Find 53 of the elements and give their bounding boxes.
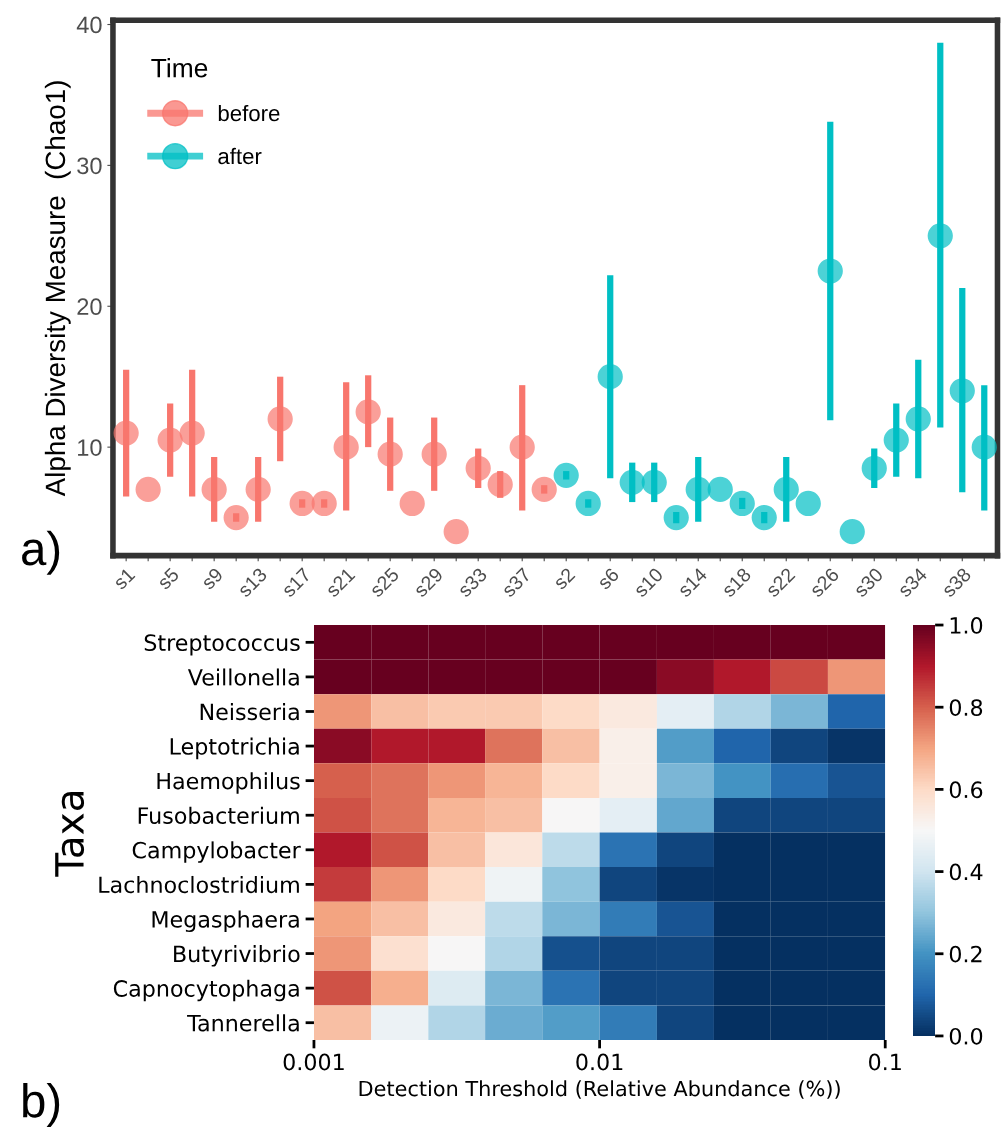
x-tick-label: s14 — [676, 566, 708, 598]
y-tick-label: Tannerella — [187, 1014, 299, 1032]
color-bar-label: 0.2 — [949, 945, 982, 963]
color-bar-label: 1.0 — [950, 616, 983, 634]
text: b) — [23, 1082, 60, 1127]
x-tick-label: 0.001 — [283, 1053, 344, 1071]
x-tick-label: s33 — [456, 566, 488, 598]
x-tick-label: s37 — [500, 567, 532, 598]
x-tick-label: s38 — [940, 566, 972, 598]
y-axis-title: Taxa — [55, 792, 85, 877]
y-tick-label: Capnocytophaga — [113, 979, 299, 1002]
y-tick-label: Haemophilus — [157, 772, 300, 794]
color-bar-label: 0.8 — [949, 699, 983, 716]
y-tick-label: 40 — [76, 16, 102, 34]
y-tick-label: Butyrivibrio — [174, 945, 300, 967]
color-bar-label: 0.6 — [949, 781, 983, 799]
x-axis-title: Detection Threshold (Relative Abundance (%)) — [359, 1080, 840, 1099]
x-tick-label: s13 — [236, 566, 268, 598]
x-tick-label: 0.1 — [869, 1053, 901, 1071]
x-tick-label: s26 — [808, 566, 840, 598]
legend-label: before — [218, 104, 280, 122]
y-tick-label: Streptococcus — [144, 634, 300, 656]
y-tick-label: Fusobacterium — [138, 806, 299, 824]
y-tick-label: Neisseria — [200, 703, 299, 721]
y-tick-label: 10 — [78, 439, 102, 456]
y-tick-label: Megasphaera — [152, 910, 299, 933]
color-bar-label: 0.4 — [949, 863, 983, 881]
y-tick-label: Campylobacter — [132, 841, 301, 863]
x-tick-label: s9 — [200, 567, 224, 591]
x-tick-label: s17 — [280, 567, 312, 598]
y-tick-label: 20 — [77, 298, 102, 316]
x-tick-label: s1 — [112, 567, 136, 591]
x-tick-label: s34 — [896, 566, 928, 598]
x-tick-label: 0.01 — [576, 1053, 623, 1071]
x-tick-label: s22 — [764, 567, 796, 598]
y-tick-label: Lachnoclostridium — [99, 875, 299, 894]
color-bar-label: 0.0 — [949, 1027, 983, 1045]
text: a) — [22, 530, 60, 575]
x-tick-label: s10 — [632, 566, 664, 598]
x-tick-label: s29 — [412, 567, 444, 598]
y-tick-label: Leptotrichia — [170, 737, 299, 760]
x-tick-label: s18 — [720, 566, 752, 598]
x-tick-label: s30 — [852, 566, 884, 598]
x-tick-label: s5 — [156, 567, 180, 591]
y-tick-label: 30 — [77, 157, 102, 175]
legend-title: Time — [151, 58, 208, 78]
x-tick-label: s6 — [596, 566, 620, 591]
x-tick-label: s2 — [552, 567, 576, 591]
y-tick-label: Veillonella — [187, 668, 299, 686]
legend-label: after — [218, 147, 262, 165]
x-tick-label: s25 — [368, 566, 400, 598]
y-axis-title: Alpha Diversity Measure (Chao1) — [44, 81, 71, 497]
x-tick-label: s21 — [324, 567, 356, 598]
